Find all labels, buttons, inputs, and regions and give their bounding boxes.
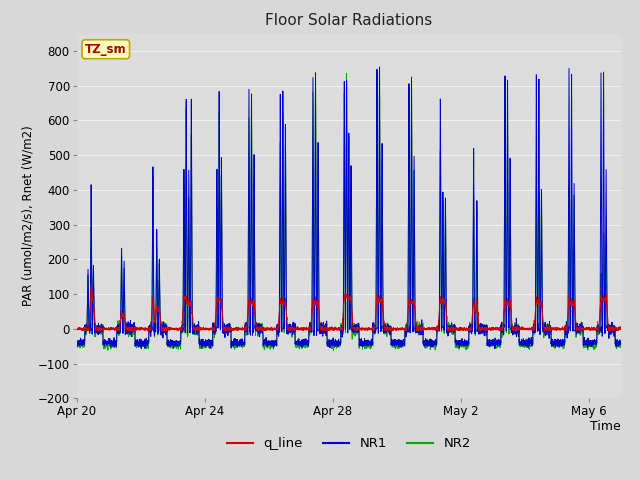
Title: Floor Solar Radiations: Floor Solar Radiations [265, 13, 433, 28]
NR2 [73, 339, 81, 345]
NR2 [330, 348, 337, 353]
Text: TZ_sm: TZ_sm [85, 43, 127, 56]
q_line [79, 328, 87, 334]
NR1 [186, 326, 194, 332]
q_line [73, 326, 81, 332]
NR1 [462, 340, 470, 346]
NR2 [159, 324, 167, 330]
NR2 [401, 324, 409, 330]
NR1 [401, 325, 409, 331]
q_line [160, 327, 168, 333]
Y-axis label: PAR (umol/m2/s), Rnet (W/m2): PAR (umol/m2/s), Rnet (W/m2) [22, 126, 35, 306]
NR2 [617, 341, 625, 347]
NR2 [186, 330, 194, 336]
NR1 [73, 339, 81, 345]
q_line [87, 284, 95, 290]
NR1 [138, 346, 145, 352]
Line: NR1: NR1 [77, 67, 621, 349]
q_line [186, 303, 194, 309]
q_line [408, 301, 415, 307]
NR1 [376, 64, 383, 70]
NR1 [122, 327, 130, 333]
Legend: q_line, NR1, NR2: q_line, NR1, NR2 [221, 432, 476, 456]
q_line [123, 325, 131, 331]
q_line [462, 326, 470, 332]
NR2 [408, 176, 415, 181]
NR1 [160, 323, 168, 329]
q_line [401, 326, 409, 332]
NR1 [617, 340, 625, 346]
Line: NR2: NR2 [77, 73, 621, 350]
NR1 [408, 164, 415, 169]
NR2 [342, 71, 350, 76]
q_line [617, 327, 625, 333]
X-axis label: Time: Time [590, 420, 621, 433]
Line: q_line: q_line [77, 287, 621, 331]
NR2 [122, 328, 130, 334]
NR2 [462, 343, 470, 349]
